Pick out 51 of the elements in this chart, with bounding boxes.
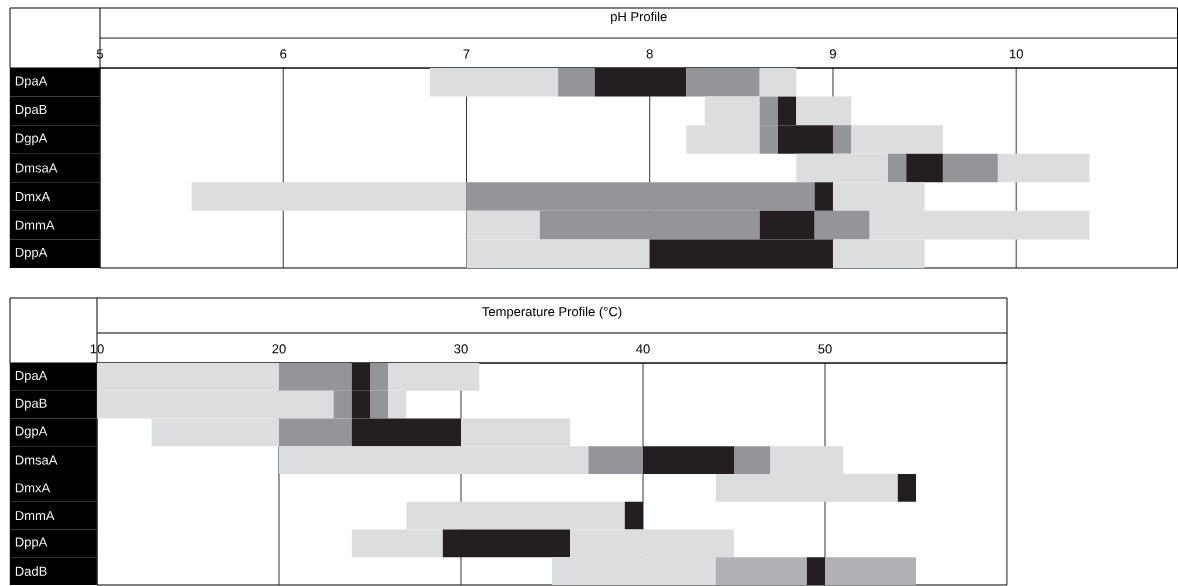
y-tick-label: DgpA: [15, 426, 48, 439]
y-tick-label: DmmA: [15, 220, 55, 230]
x-tick-label: 50: [818, 344, 832, 354]
x-tick-label: 7: [463, 49, 470, 59]
bar: [814, 182, 833, 211]
x-tick-label: 10: [1009, 49, 1023, 59]
bar: [814, 210, 870, 240]
y-tick-label: DpaA: [15, 76, 48, 89]
bar: [588, 446, 643, 474]
bar: [759, 68, 797, 97]
bar: [942, 153, 998, 183]
bar: [594, 68, 687, 97]
bar: [715, 557, 807, 585]
x-tick-label: 9: [829, 49, 836, 59]
bar: [686, 68, 760, 97]
bar: [624, 501, 643, 530]
bar: [897, 473, 916, 502]
x-tick-label: 20: [272, 344, 286, 354]
bar: [558, 68, 595, 97]
y-tick-label: DmxA: [15, 192, 51, 202]
y-tick-label: DmsaA: [15, 163, 58, 173]
y-tick-label: DppA: [15, 537, 48, 550]
x-tick-label: 5: [96, 49, 104, 59]
y-tick-label: DmmA: [15, 511, 55, 521]
x-tick-label: 6: [280, 49, 287, 59]
chart-title: pH Profile: [611, 11, 667, 24]
y-tick-label: DpaB: [15, 105, 47, 117]
x-tick-label: 30: [454, 344, 468, 354]
x-tick-label: 10: [90, 344, 104, 354]
bar: [643, 446, 734, 474]
bar: [429, 68, 559, 97]
y-tick-label: DmsaA: [15, 455, 58, 465]
bar: [806, 557, 825, 585]
y-tick-label: DpaA: [15, 371, 48, 383]
bar: [887, 153, 907, 183]
y-tick-label: DppA: [15, 247, 48, 260]
y-tick-label: DmxA: [15, 483, 51, 493]
chart-title: Temperature Profile (°C): [482, 306, 622, 319]
bar: [997, 153, 1090, 183]
bar: [832, 125, 852, 154]
y-tick-label: DadB: [15, 566, 47, 576]
bar: [734, 446, 771, 474]
bar: [906, 153, 943, 183]
x-tick-label: 40: [636, 344, 650, 354]
y-tick-label: DgpA: [15, 133, 48, 146]
x-tick-label: 8: [646, 49, 653, 59]
bar: [191, 182, 467, 211]
bar: [825, 557, 916, 585]
bar: [442, 529, 571, 558]
bar: [796, 96, 852, 126]
y-tick-label: DpaB: [15, 398, 47, 411]
